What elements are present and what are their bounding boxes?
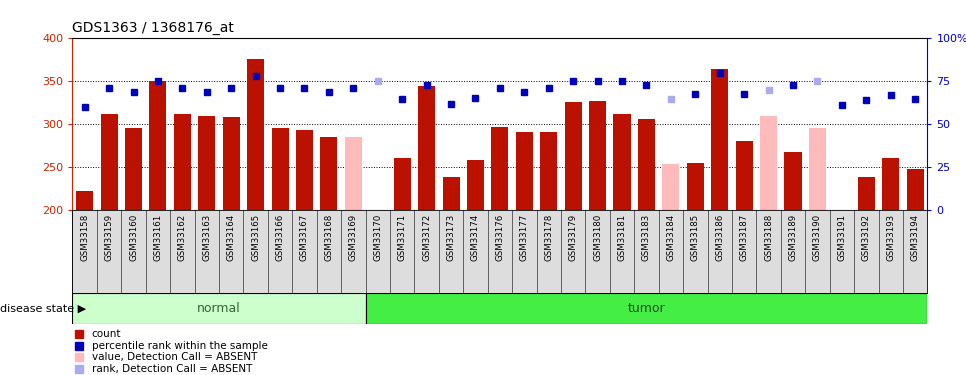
Text: GSM33167: GSM33167 [300,214,309,261]
Bar [174,114,191,210]
Text: GSM33185: GSM33185 [691,214,699,261]
Bar [565,102,582,210]
Text: GSM33166: GSM33166 [275,214,285,261]
Bar [638,118,655,210]
Text: GSM33189: GSM33189 [788,214,798,261]
Text: disease state ▶: disease state ▶ [0,303,86,313]
Text: GSM33171: GSM33171 [398,214,407,261]
Bar [418,86,435,210]
Text: GSM33161: GSM33161 [154,214,162,261]
Bar [736,141,753,210]
Text: GSM33193: GSM33193 [886,214,895,261]
Bar [72,292,365,324]
Bar [492,127,508,210]
Text: GSM33160: GSM33160 [129,214,138,261]
Bar [150,81,166,210]
Text: count: count [92,329,121,339]
Text: GSM33194: GSM33194 [911,214,920,261]
Bar [663,164,679,210]
Text: GSM33178: GSM33178 [544,214,554,261]
Text: GSM33180: GSM33180 [593,214,602,261]
Text: GSM33162: GSM33162 [178,214,186,261]
Bar [809,128,826,210]
Text: GSM33179: GSM33179 [569,214,578,261]
Text: GSM33165: GSM33165 [251,214,260,261]
Text: GSM33164: GSM33164 [227,214,236,261]
Text: GSM33190: GSM33190 [813,214,822,261]
Bar [125,128,142,210]
Bar [907,170,923,210]
Bar [882,158,899,210]
Text: value, Detection Call = ABSENT: value, Detection Call = ABSENT [92,352,257,362]
Text: GSM33170: GSM33170 [373,214,383,261]
Bar [589,101,606,210]
Bar [247,59,264,210]
Text: GSM33168: GSM33168 [325,214,333,261]
Bar [467,160,484,210]
Text: GSM33187: GSM33187 [740,214,749,261]
Text: GSM33186: GSM33186 [715,214,724,261]
Text: GSM33169: GSM33169 [349,214,357,261]
Text: normal: normal [197,302,241,315]
Text: GSM33192: GSM33192 [862,214,870,261]
Bar [321,137,337,210]
Text: GSM33176: GSM33176 [496,214,504,261]
Text: GSM33158: GSM33158 [80,214,89,261]
Text: GSM33159: GSM33159 [104,214,114,261]
Text: GSM33188: GSM33188 [764,214,773,261]
Bar [198,116,215,210]
Bar [687,163,704,210]
Bar [76,191,93,210]
Text: GSM33183: GSM33183 [642,214,651,261]
Text: GSM33177: GSM33177 [520,214,528,261]
Text: GSM33181: GSM33181 [617,214,627,261]
Bar [784,152,802,210]
Bar [345,137,362,210]
Text: GSM33163: GSM33163 [202,214,212,261]
Text: rank, Detection Call = ABSENT: rank, Detection Call = ABSENT [92,364,252,374]
Bar [296,130,313,210]
Text: GSM33174: GSM33174 [471,214,480,261]
Bar [271,128,289,210]
Text: GSM33173: GSM33173 [446,214,456,261]
Bar [365,292,927,324]
Text: GDS1363 / 1368176_at: GDS1363 / 1368176_at [72,21,235,35]
Text: percentile rank within the sample: percentile rank within the sample [92,341,268,351]
Text: GSM33184: GSM33184 [667,214,675,261]
Bar [760,116,777,210]
Bar [223,117,240,210]
Text: GSM33191: GSM33191 [838,214,846,261]
Bar [540,132,557,210]
Bar [516,132,533,210]
Bar [711,69,728,210]
Bar [100,114,118,210]
Text: tumor: tumor [628,302,666,315]
Text: GSM33172: GSM33172 [422,214,431,261]
Bar [858,177,875,210]
Bar [394,158,411,210]
Bar [442,177,460,210]
Bar [613,114,631,210]
